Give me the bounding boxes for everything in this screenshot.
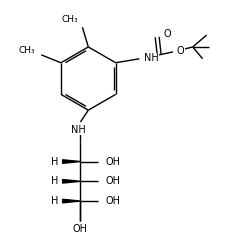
Text: OH: OH [105, 156, 120, 167]
Text: H: H [51, 156, 59, 167]
Text: H: H [51, 176, 59, 186]
Text: OH: OH [105, 176, 120, 186]
Text: NH: NH [144, 53, 159, 63]
Polygon shape [63, 160, 80, 163]
Text: OH: OH [105, 196, 120, 206]
Text: NH: NH [71, 125, 86, 135]
Text: CH₃: CH₃ [19, 46, 35, 55]
Text: O: O [177, 46, 185, 56]
Polygon shape [63, 180, 80, 183]
Text: H: H [51, 196, 59, 206]
Text: OH: OH [73, 224, 88, 234]
Text: CH₃: CH₃ [62, 15, 79, 24]
Polygon shape [63, 199, 80, 203]
Text: O: O [163, 29, 171, 39]
